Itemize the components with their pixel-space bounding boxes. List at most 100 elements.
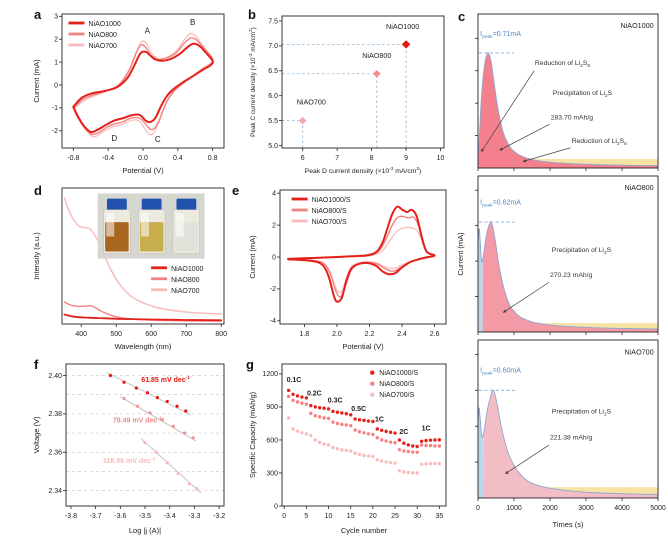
svg-text:1200: 1200 (262, 371, 278, 378)
svg-text:-0.4: -0.4 (102, 155, 114, 162)
svg-text:6.0: 6.0 (268, 93, 278, 100)
svg-text:NiAO700: NiAO700 (625, 347, 654, 356)
svg-text:NiAO1000/S: NiAO1000/S (312, 197, 351, 204)
svg-text:Voltage (V): Voltage (V) (32, 416, 41, 454)
svg-text:-3.7: -3.7 (90, 513, 102, 520)
svg-text:Potential (V): Potential (V) (122, 166, 164, 175)
svg-text:600: 600 (266, 437, 278, 444)
panel-f-tafel-chart: -3.8 -3.7 -3.6 -3.5 -3.4 -3.3 -3.2 2.34 2.36 2.38… (32, 363, 225, 535)
svg-text:78.49 mV dec-1: 78.49 mV dec-1 (113, 416, 162, 425)
svg-text:-3.5: -3.5 (139, 513, 151, 520)
svg-text:2.4: 2.4 (397, 331, 407, 338)
svg-text:-3.4: -3.4 (164, 513, 176, 520)
svg-text:Ipeak=0.62mA: Ipeak=0.62mA (480, 199, 521, 208)
svg-text:Precipitation of Li2S: Precipitation of Li2S (553, 90, 613, 99)
panel-b-peak-scatter-chart: 6 7 8 9 10 5.0 5.5 6.0 6.5 7.0 7.5 Peak D current d… (248, 15, 445, 175)
svg-text:0: 0 (282, 513, 286, 520)
panel-e-cell-cv-chart: 1.8 2.0 2.2 2.4 2.6 -4 -2 0 2 4 Potential (V) Curre… (248, 189, 447, 351)
svg-text:2.2: 2.2 (365, 331, 375, 338)
svg-text:-0.8: -0.8 (67, 155, 79, 162)
panel-letter-g: g (246, 357, 254, 372)
svg-text:-3.3: -3.3 (188, 513, 200, 520)
svg-text:-2: -2 (52, 128, 58, 135)
svg-text:-3.6: -3.6 (114, 513, 126, 520)
panel-letter-c: c (458, 9, 466, 24)
svg-text:NiAO800/S: NiAO800/S (312, 208, 347, 215)
svg-text:5: 5 (304, 513, 308, 520)
svg-text:5000: 5000 (650, 505, 666, 512)
svg-text:Precipitation of Li2S: Precipitation of Li2S (552, 409, 612, 418)
svg-text:4: 4 (272, 190, 276, 197)
svg-text:1C: 1C (422, 425, 431, 432)
svg-text:1C: 1C (375, 416, 384, 423)
svg-text:-2: -2 (270, 286, 276, 293)
svg-text:Current (mA): Current (mA) (32, 59, 41, 103)
svg-text:NiAO700: NiAO700 (171, 288, 200, 295)
svg-text:-1: -1 (52, 105, 58, 112)
svg-text:400: 400 (75, 331, 87, 338)
svg-text:Reduction of Li2S6: Reduction of Li2S6 (572, 138, 628, 147)
panel-letter-b: b (248, 7, 256, 22)
svg-text:2.40: 2.40 (48, 373, 62, 380)
svg-text:NiAO700/S: NiAO700/S (312, 219, 347, 226)
svg-text:Peak C current density (×10-3: Peak C current density (×10-3 mA/cm2) (248, 27, 257, 137)
svg-text:2.36: 2.36 (48, 450, 62, 457)
svg-text:2.38: 2.38 (48, 411, 62, 418)
svg-text:283.70 mAh/g: 283.70 mAh/g (551, 114, 594, 121)
svg-text:0: 0 (54, 82, 58, 89)
svg-text:7: 7 (335, 155, 339, 162)
svg-text:300: 300 (266, 470, 278, 477)
svg-text:8: 8 (370, 155, 374, 162)
svg-text:5.5: 5.5 (268, 118, 278, 125)
svg-text:4000: 4000 (614, 505, 630, 512)
svg-text:900: 900 (266, 404, 278, 411)
svg-text:6.5: 6.5 (268, 68, 278, 75)
svg-text:7.0: 7.0 (268, 43, 278, 50)
svg-text:NiAO700: NiAO700 (297, 98, 326, 107)
svg-text:D: D (111, 134, 117, 143)
svg-text:30: 30 (413, 513, 421, 520)
svg-text:Log |j (A)|: Log |j (A)| (129, 526, 161, 535)
panel-c-niao1000-it-chart: NiAO1000 Ipeak=0.71mA Reduction of Li2S8 Pr… (475, 13, 659, 171)
svg-text:1: 1 (54, 59, 58, 66)
svg-text:118.96 mV dec-1: 118.96 mV dec-1 (103, 456, 156, 465)
sample-vials-photo (97, 193, 205, 259)
svg-text:Cycle number: Cycle number (341, 526, 388, 535)
svg-text:0.2C: 0.2C (307, 390, 322, 397)
svg-text:0: 0 (476, 505, 480, 512)
svg-text:10: 10 (325, 513, 333, 520)
svg-text:9: 9 (404, 155, 408, 162)
panel-c-niao800-it-chart: Current (mA) NiAO800 Ipeak=0.62mA Precipita… (456, 175, 659, 335)
svg-text:800: 800 (215, 331, 227, 338)
panel-letter-e: e (232, 183, 240, 198)
svg-text:3000: 3000 (578, 505, 594, 512)
svg-text:0: 0 (274, 503, 278, 510)
svg-text:Times (s): Times (s) (553, 520, 584, 529)
svg-text:2: 2 (54, 36, 58, 43)
svg-text:NiAO1000/S: NiAO1000/S (379, 370, 418, 377)
svg-text:2: 2 (272, 222, 276, 229)
svg-text:20: 20 (369, 513, 377, 520)
svg-text:C: C (155, 135, 161, 144)
svg-text:0.0: 0.0 (138, 155, 148, 162)
svg-text:0: 0 (272, 254, 276, 261)
svg-text:NiAO800: NiAO800 (171, 277, 200, 284)
svg-text:600: 600 (145, 331, 157, 338)
svg-text:25: 25 (391, 513, 399, 520)
svg-text:700: 700 (180, 331, 192, 338)
svg-text:A: A (145, 26, 151, 35)
svg-text:Reduction of Li2S8: Reduction of Li2S8 (535, 60, 591, 69)
svg-text:0.3C: 0.3C (328, 398, 343, 405)
svg-text:35: 35 (435, 513, 443, 520)
svg-text:1.8: 1.8 (300, 331, 310, 338)
panel-c-niao700-it-chart: 0 1000 2000 3000 4000 5000 Times (s) NiAO700 Ipe… (475, 339, 666, 529)
svg-text:0.1C: 0.1C (287, 377, 302, 384)
svg-text:-4: -4 (270, 318, 276, 325)
svg-text:Intensity (a.u.): Intensity (a.u.) (32, 232, 41, 280)
svg-text:221.38 mAh/g: 221.38 mAh/g (550, 435, 593, 442)
svg-text:B: B (190, 18, 195, 27)
svg-text:NiAO700: NiAO700 (88, 43, 117, 50)
svg-text:NiAO1000: NiAO1000 (386, 22, 419, 31)
svg-text:Ipeak=0.60mA: Ipeak=0.60mA (480, 367, 521, 376)
svg-text:Ipeak=0.71mA: Ipeak=0.71mA (480, 31, 521, 40)
